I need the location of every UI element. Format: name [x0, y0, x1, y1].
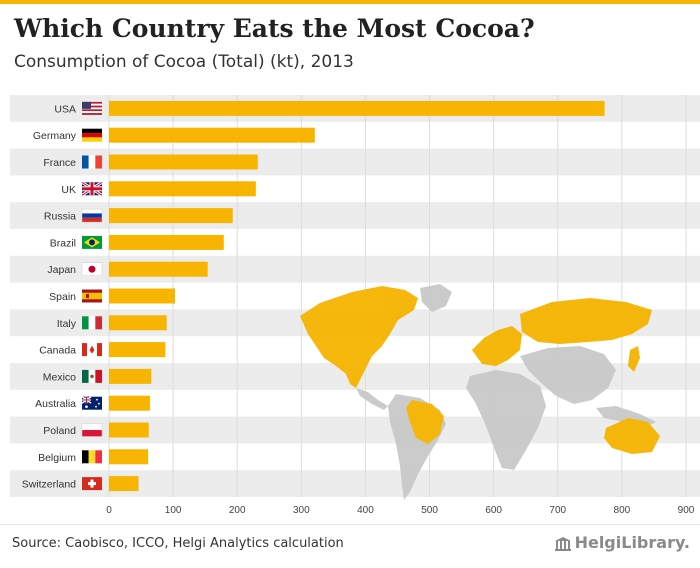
uk-flag-icon — [81, 181, 103, 197]
bar-switzerland — [109, 476, 139, 492]
bar-belgium — [109, 449, 149, 465]
brazil-flag-icon — [82, 235, 102, 249]
category-label: Belgium — [38, 452, 76, 464]
map-north-america — [300, 286, 418, 388]
category-label: Brazil — [50, 237, 76, 249]
category-label: Canada — [39, 345, 76, 357]
map-brazil — [406, 400, 444, 444]
spain-flag-icon — [82, 289, 102, 303]
bar-chart: USA Germany France UK Russia Brazil Japan Spain… — [10, 95, 700, 516]
bar-japan — [109, 261, 208, 277]
australia-flag-icon — [81, 396, 102, 410]
x-tick-label: 200 — [229, 505, 246, 516]
x-tick-label: 600 — [485, 505, 502, 516]
bar-italy — [109, 315, 167, 331]
x-tick-label: 900 — [678, 505, 695, 516]
x-tick-label: 300 — [293, 505, 310, 516]
category-label: Italy — [57, 318, 77, 330]
map-russia — [520, 298, 652, 344]
map-europe — [472, 326, 522, 366]
bar-uk — [109, 181, 256, 197]
canada-flag-icon — [82, 343, 102, 357]
map-australia — [604, 418, 660, 454]
footer-divider — [0, 524, 700, 525]
poland-flag-icon — [81, 423, 103, 437]
bar-canada — [109, 342, 166, 358]
bar-france — [109, 154, 258, 170]
bar-mexico — [109, 368, 152, 384]
x-tick-label: 700 — [549, 505, 566, 516]
source-note: Source: Caobisco, ICCO, Helgi Analytics … — [12, 536, 344, 551]
category-label: UK — [61, 184, 76, 196]
map-africa — [466, 370, 546, 470]
category-label: Russia — [44, 211, 76, 223]
bar-poland — [109, 422, 149, 438]
brand-logo: HelgiLibrary. — [554, 533, 690, 555]
x-tick-label: 400 — [357, 505, 374, 516]
italy-flag-icon — [82, 316, 102, 330]
chart-subtitle: Consumption of Cocoa (Total) (kt), 2013 — [14, 52, 354, 72]
world-map-graphic — [300, 284, 660, 500]
japan-flag-icon — [81, 262, 103, 276]
category-label: Australia — [35, 398, 76, 410]
library-icon — [554, 536, 571, 555]
top-accent-bar — [0, 0, 700, 4]
bar-spain — [109, 288, 176, 304]
category-label: Mexico — [43, 371, 76, 383]
mexico-flag-icon — [82, 369, 102, 383]
map-asia — [520, 346, 616, 404]
x-tick-label: 800 — [614, 505, 631, 516]
map-greenland — [420, 284, 452, 312]
map-central-america — [356, 388, 388, 410]
bar-usa — [109, 100, 605, 116]
brand-name: HelgiLibrary. — [574, 533, 690, 552]
chart-title: Which Country Eats the Most Cocoa? — [14, 14, 535, 43]
germany-flag-icon — [82, 128, 102, 142]
category-label: Poland — [43, 425, 76, 437]
france-flag-icon — [82, 155, 102, 169]
bar-brazil — [109, 234, 224, 250]
category-label: Spain — [49, 291, 76, 303]
bar-australia — [109, 395, 151, 411]
category-label: Germany — [33, 130, 77, 142]
category-label: Switzerland — [22, 479, 76, 491]
category-label: USA — [54, 103, 76, 115]
x-tick-label: 0 — [106, 505, 112, 516]
x-tick-label: 500 — [421, 505, 438, 516]
map-japan — [628, 346, 640, 372]
category-label: France — [43, 157, 76, 169]
bar-germany — [109, 127, 315, 143]
russia-flag-icon — [81, 208, 103, 223]
belgium-flag-icon — [82, 450, 102, 464]
x-tick-label: 100 — [165, 505, 182, 516]
category-label: Japan — [47, 264, 76, 276]
bar-russia — [109, 208, 233, 224]
us-flag-icon — [82, 101, 102, 115]
switzerland-flag-icon — [82, 477, 102, 491]
